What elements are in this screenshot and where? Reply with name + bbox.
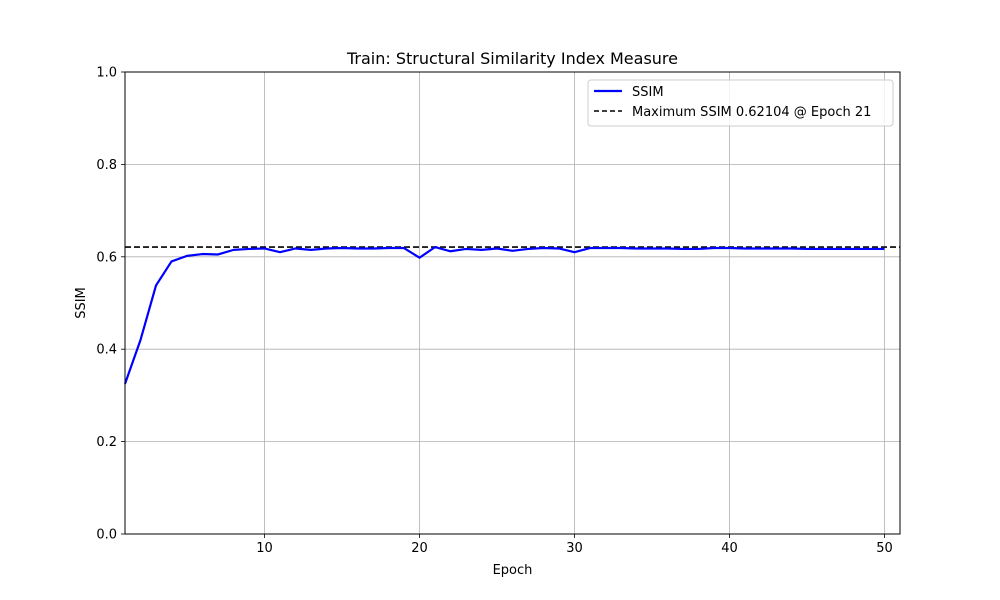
x-tick-label: 30: [566, 541, 583, 556]
legend-label-max: Maximum SSIM 0.62104 @ Epoch 21: [632, 105, 871, 120]
plot-frame: [124, 71, 901, 535]
x-tick-label: 50: [876, 541, 893, 556]
x-tick-label: 40: [721, 541, 738, 556]
x-ticks: 10 20 30 40 50: [256, 534, 893, 556]
x-tick-label: 20: [411, 541, 428, 556]
legend-box: [587, 79, 894, 127]
y-axis-title: SSIM: [74, 287, 89, 319]
chart-title: Train: Structural Similarity Index Measu…: [346, 49, 678, 68]
legend-label-ssim: SSIM: [632, 85, 664, 100]
legend: SSIM Maximum SSIM 0.62104 @ Epoch 21: [587, 79, 894, 127]
ssim-series-line: [123, 246, 885, 385]
y-tick-label: 0.2: [96, 435, 117, 450]
y-ticks: 0.0 0.2 0.4 0.6 0.8 1.0: [96, 66, 125, 543]
x-tick-label: 10: [256, 541, 273, 556]
plot-lines: [123, 246, 900, 385]
y-tick-label: 0.4: [96, 343, 117, 358]
y-tick-label: 0.6: [96, 250, 117, 265]
x-axis-title: Epoch: [493, 563, 533, 578]
y-tick-label: 1.0: [96, 66, 117, 81]
y-tick-label: 0.8: [96, 158, 117, 173]
y-tick-label: 0.0: [96, 528, 117, 543]
